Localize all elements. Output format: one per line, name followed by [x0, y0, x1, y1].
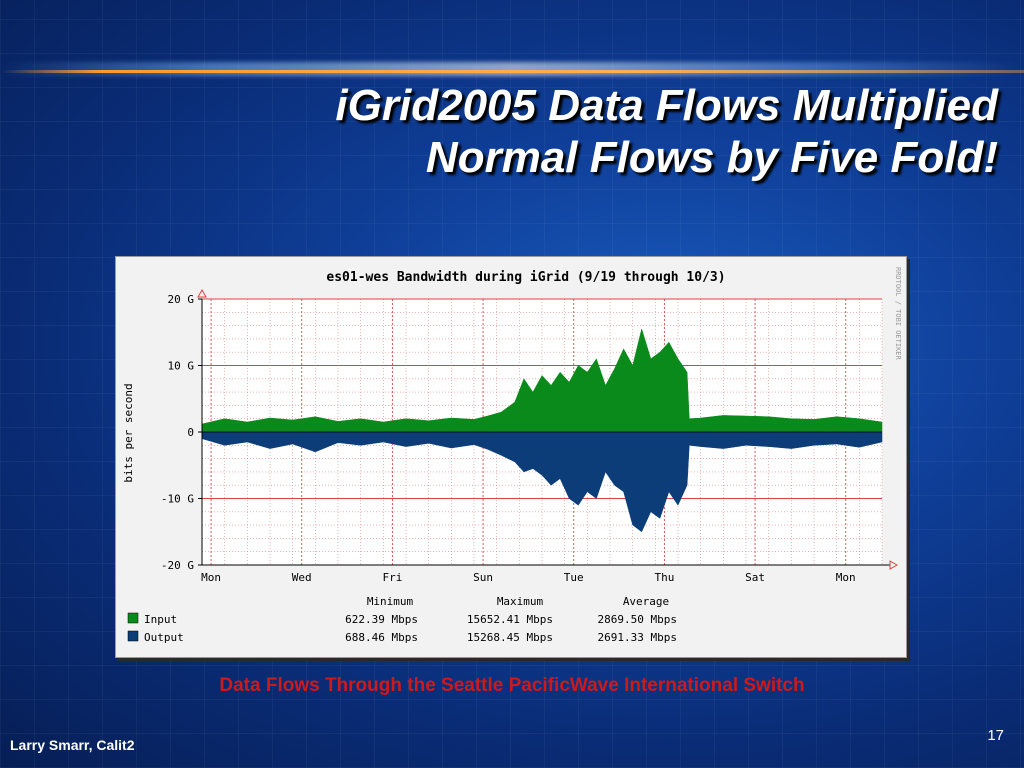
- slide-title-line-1: iGrid2005 Data Flows Multiplied: [98, 80, 998, 132]
- y-tick-label: 0: [187, 426, 194, 439]
- y-tick-label: 10 G: [168, 360, 195, 373]
- slide-title-line-2: Normal Flows by Five Fold!: [98, 132, 998, 184]
- author-credit: Larry Smarr, Calit2: [10, 737, 135, 753]
- y-axis-label: bits per second: [122, 383, 135, 482]
- y-tick-label: -20 G: [161, 559, 194, 572]
- bandwidth-chart: 20 G 10 G 0 -10 G -20 G Mon Wed Fri Sun Tue Thu Sat…: [116, 257, 906, 657]
- legend-header: Maximum: [497, 595, 544, 608]
- legend-value: 15652.41 Mbps: [467, 613, 553, 626]
- x-tick-label: Mon: [201, 571, 221, 584]
- chart-panel: 20 G 10 G 0 -10 G -20 G Mon Wed Fri Sun Tue Thu Sat…: [115, 256, 907, 658]
- chart-title: es01-wes Bandwidth during iGrid (9/19 th…: [326, 270, 725, 285]
- x-tick-label: Sat: [745, 571, 765, 584]
- y-tick-label: -10 G: [161, 493, 194, 506]
- legend-value: 688.46 Mbps: [345, 631, 418, 644]
- x-tick-label: Sun: [473, 571, 493, 584]
- x-tick-label: Tue: [564, 571, 584, 584]
- rrdtool-watermark: RRDTOOL / TOBI OETIKER: [894, 267, 902, 361]
- legend-header: Average: [623, 595, 669, 608]
- y-tick-label: 20 G: [168, 293, 195, 306]
- light-streak: [0, 62, 1024, 76]
- legend-value: 2691.33 Mbps: [598, 631, 677, 644]
- legend-swatch-output: [128, 631, 138, 641]
- slide-title: iGrid2005 Data Flows Multiplied Normal F…: [98, 80, 998, 184]
- legend-value: 2869.50 Mbps: [598, 613, 677, 626]
- x-axis-arrow: [890, 561, 897, 569]
- x-tick-label: Thu: [654, 571, 674, 584]
- legend: Minimum Maximum Average Input 622.39 Mbps 156…: [128, 595, 677, 644]
- x-tick-label: Wed: [292, 571, 312, 584]
- slide-caption: Data Flows Through the Seattle PacificWa…: [0, 675, 1024, 697]
- x-tick-label: Mon: [836, 571, 856, 584]
- y-axis-arrow: [198, 290, 206, 297]
- legend-swatch-input: [128, 613, 138, 623]
- legend-value: 622.39 Mbps: [345, 613, 418, 626]
- orange-accent-line: [0, 70, 1024, 73]
- legend-label: Output: [144, 631, 184, 644]
- page-number: 17: [987, 727, 1004, 744]
- legend-value: 15268.45 Mbps: [467, 631, 553, 644]
- legend-header: Minimum: [367, 595, 414, 608]
- legend-label: Input: [144, 613, 177, 626]
- x-tick-label: Fri: [382, 571, 402, 584]
